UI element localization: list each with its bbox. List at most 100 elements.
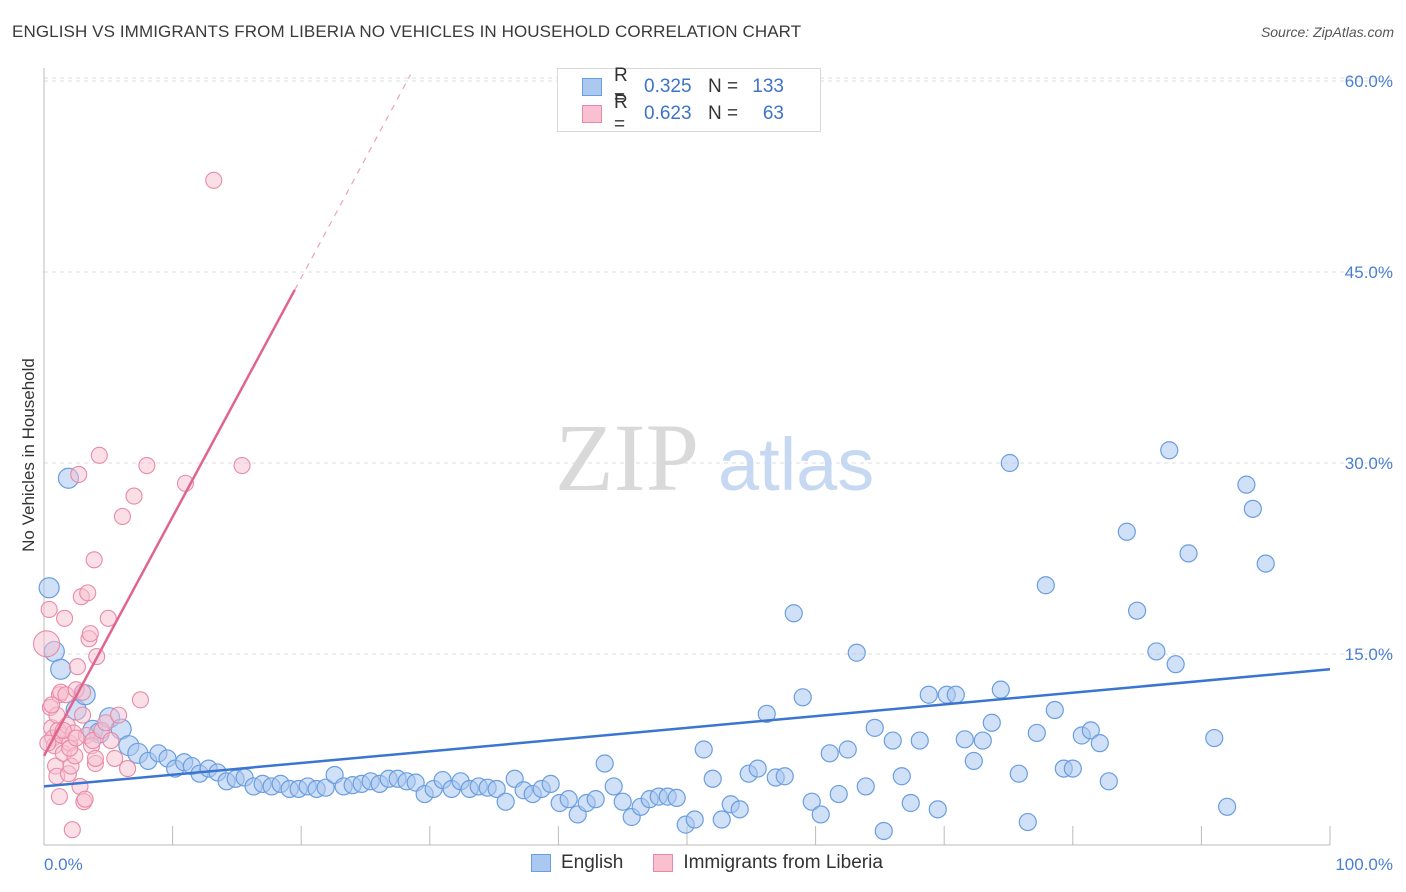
english-point [496,792,515,811]
english-swatch [582,78,602,96]
english-point [928,800,947,819]
english-point [1147,642,1166,661]
legend-item-english[interactable]: English [531,852,623,874]
english-point [973,731,992,750]
english-point [595,754,614,773]
liberia-point [74,706,92,724]
source-credit: Source: ZipAtlas.com [1260,24,1394,40]
legend-item-liberia[interactable]: Immigrants from Liberia [653,852,883,874]
english-point [1127,601,1147,620]
liberia-point [119,760,137,778]
english-point [901,793,920,813]
liberia-swatch [582,105,602,123]
legend-r-label: R = [614,65,628,108]
english-point [892,767,911,786]
english-point [856,777,875,796]
english-point [910,731,929,750]
axes [43,68,1331,846]
english-point [604,777,623,796]
english-trend-line [43,668,1331,788]
english-point [685,810,704,829]
english-point [1218,797,1237,816]
liberia-point [63,821,81,839]
liberia-point [33,630,61,658]
english-point [1045,700,1064,720]
liberia-point [85,551,103,569]
liberia-point [68,658,86,676]
english-point [1099,772,1118,791]
english-point [874,821,893,841]
legend-liberia-label: Immigrants from Liberia [683,852,883,873]
tick-labels: 15.0% 30.0% 45.0% 60.0% 0.0% 100.0% [44,72,1393,874]
english-point [829,784,848,804]
liberia-point [113,507,131,526]
liberia-point [131,691,149,709]
english-point [1237,475,1256,494]
english-point [847,643,866,662]
liberia-point [56,609,74,627]
english-point [865,718,884,737]
y-tick-label: 45.0% [1345,263,1393,282]
english-point [1166,655,1185,674]
english-point [541,774,560,793]
english-points [38,441,1275,841]
english-point [1063,759,1082,778]
english-point [784,604,803,623]
watermark-zip: ZIP [555,404,699,511]
legend-n-value: 63 [762,103,784,124]
legend-n-label: N = [708,76,739,97]
legend-r-value: 0.325 [644,76,692,97]
legend-r-value: 0.623 [644,103,692,124]
english-point [1018,812,1037,832]
english-point [586,790,605,809]
x-tick-label: 0.0% [44,855,83,874]
english-point [820,744,839,763]
english-point [712,810,731,829]
english-point [667,788,686,807]
legend-row-english: R = 0.325 N = 133 [582,65,784,108]
english-point [775,767,794,786]
english-point [919,685,938,704]
liberia-point [67,729,85,747]
english-point [1000,453,1019,473]
legend-english-label: English [561,852,624,873]
english-point [1036,576,1055,595]
english-point [991,680,1010,699]
english-point [946,685,965,704]
english-point [1179,544,1198,563]
english-point [1243,499,1262,518]
legend-row-liberia: R = 0.623 N = 63 [582,92,784,135]
liberia-point [43,696,61,714]
y-tick-label: 30.0% [1345,454,1393,473]
english-point [1090,734,1109,753]
english-point [1009,764,1028,783]
liberia-point [90,446,108,464]
english-point [811,805,830,824]
english-point [883,731,902,750]
y-tick-label: 60.0% [1345,72,1393,91]
liberia-point [138,456,156,475]
liberia-swatch [653,854,674,872]
liberia-point [81,625,99,643]
english-point [50,658,72,680]
english-point [955,730,974,749]
liberia-point [50,788,68,806]
correlation-legend: R = 0.325 N = 133 R = 0.623 N = 63 [557,65,821,135]
english-point [802,792,821,811]
legend-n-label: N = [708,103,739,124]
english-point [793,688,812,707]
liberia-point [233,456,251,475]
series-legend: English Immigrants from Liberia [531,852,913,874]
liberia-trend-extension [294,74,412,291]
english-point [838,740,857,759]
watermark-atlas: atlas [718,423,874,506]
liberia-point [110,706,128,724]
y-axis-label: No Vehicles in Household [19,358,38,552]
english-point [748,759,767,778]
english-point [1160,441,1179,460]
liberia-point [205,171,223,189]
liberia-point [79,584,97,602]
english-point [1117,522,1136,541]
liberia-point [70,465,88,484]
trend-lines [42,74,1331,788]
